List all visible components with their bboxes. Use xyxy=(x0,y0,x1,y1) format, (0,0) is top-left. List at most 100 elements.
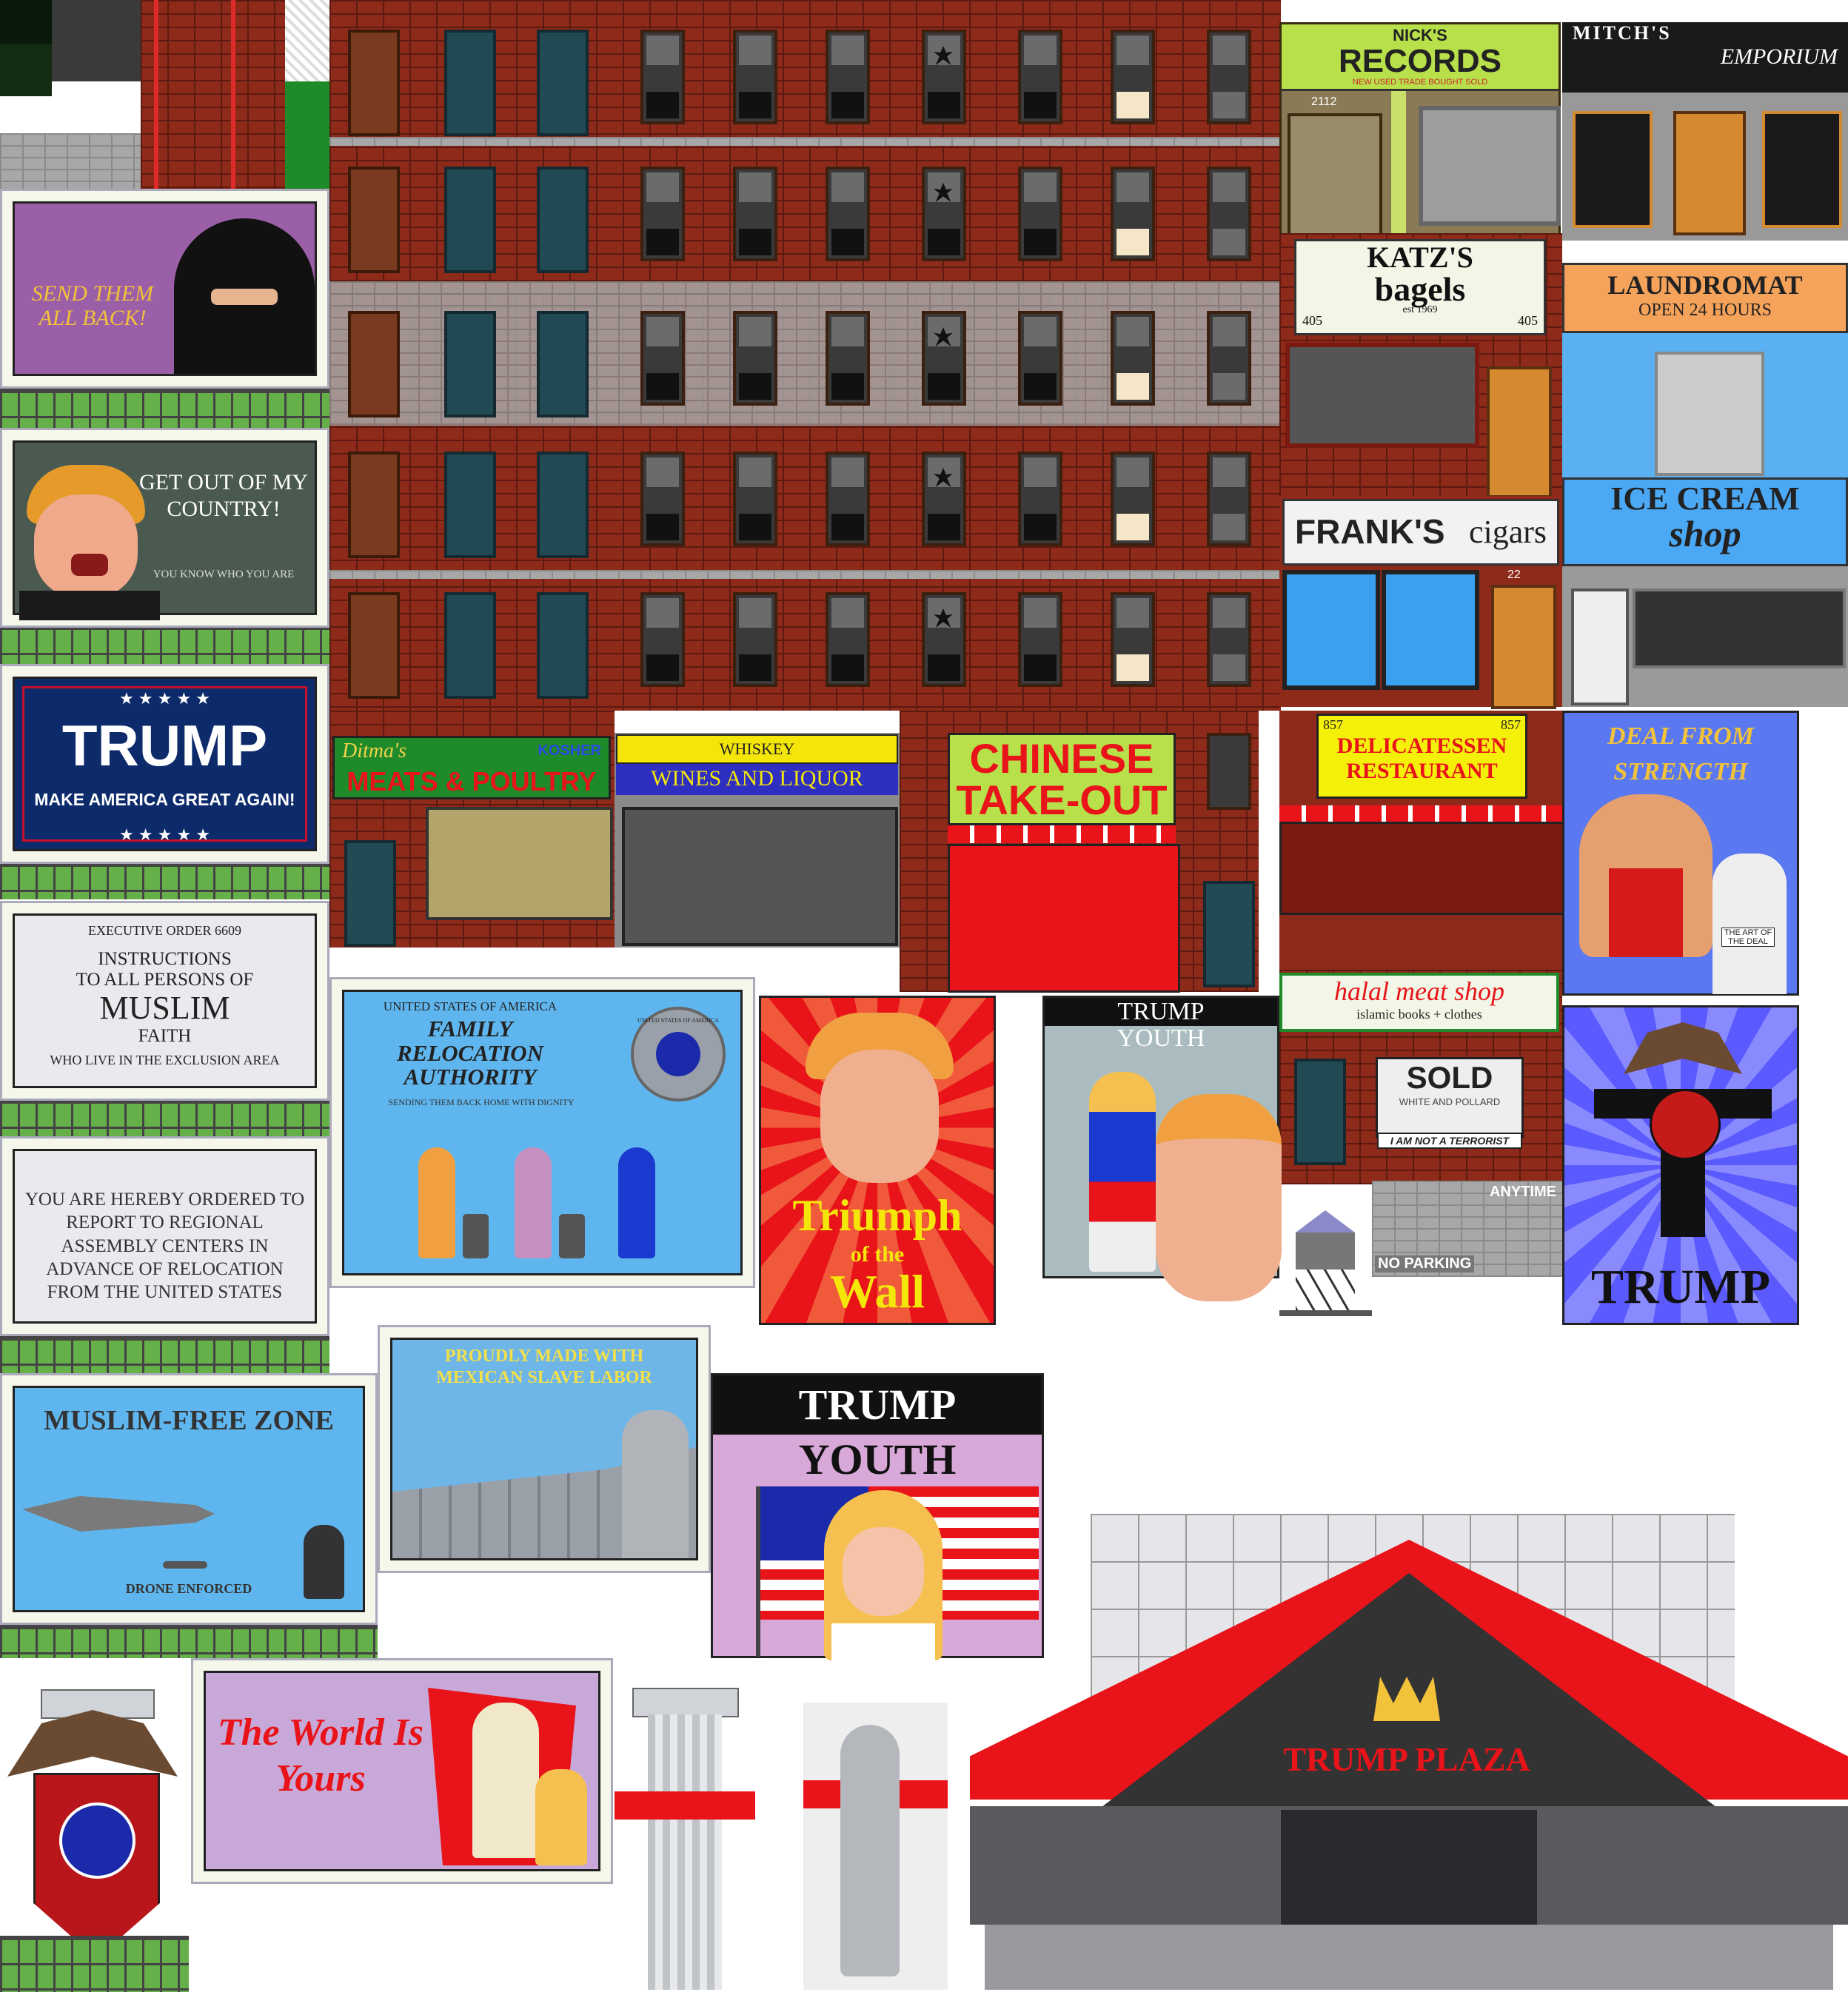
poster-family-relocation: UNITED STATES OF AMERICA FAMILY RELOCATI… xyxy=(329,977,755,1288)
tenement-window xyxy=(922,30,966,124)
plaza-plaza-floor xyxy=(985,1925,1833,1990)
upper-window xyxy=(1207,733,1251,810)
ice-cream-line2: shop xyxy=(1669,513,1741,554)
seal-text: UNITED STATES OF AMERICA xyxy=(637,1017,720,1024)
halal-sign: halal meat shop islamic books + clothes xyxy=(1279,973,1559,1032)
tile-dark-panel xyxy=(52,0,141,81)
order-line: FAITH xyxy=(138,1026,192,1047)
franks-number: 22 xyxy=(1507,569,1521,581)
nicks-window xyxy=(1419,106,1561,226)
reloc-title: FAMILY RELOCATION AUTHORITY xyxy=(396,1016,544,1090)
pillar-capital xyxy=(632,1688,739,1717)
tenement-window xyxy=(1018,311,1062,406)
mitchs-door xyxy=(1673,111,1746,235)
tenement-window xyxy=(733,311,777,406)
storefront-laundromat: LAUNDROMAT OPEN 24 HOURS xyxy=(1562,263,1848,477)
wines-top: WHISKEY xyxy=(616,734,898,764)
tenement-window xyxy=(922,452,966,546)
statue-figure xyxy=(840,1725,900,1976)
poster-text: SEND THEM ALL BACK! xyxy=(31,281,154,330)
plaza-name: TRUMP PLAZA xyxy=(1283,1740,1530,1778)
order-line: INSTRUCTIONS xyxy=(98,949,232,969)
order-muslim: MUSLIM xyxy=(99,990,230,1026)
tenement-door xyxy=(537,30,589,136)
trump-plaza: TRUMP PLAZA xyxy=(970,1514,1848,1990)
tenement-window xyxy=(1111,30,1155,124)
eagle-icon xyxy=(656,1032,700,1076)
poster-world-is-yours: The World Is Yours xyxy=(191,1658,613,1884)
tenement-window xyxy=(922,592,966,687)
tenement-window xyxy=(826,311,870,406)
tenement-window xyxy=(640,30,685,124)
poster-executive-order: EXECUTIVE ORDER 6609 INSTRUCTIONS TO ALL… xyxy=(0,901,329,1101)
sold-agent: WHITE AND POLLARD xyxy=(1399,1096,1501,1108)
man-in-suit-figure xyxy=(472,1703,539,1858)
column-tile xyxy=(615,1658,755,1990)
chinese-sign: CHINESE TAKE-OUT xyxy=(948,733,1176,825)
plaza-entrance xyxy=(1281,1810,1537,1925)
tenement-door xyxy=(348,311,400,417)
nicks-title: RECORDS xyxy=(1338,43,1502,79)
pillar-shaft xyxy=(648,1714,722,1990)
poster-send-them-back: SEND THEM ALL BACK! xyxy=(0,189,329,389)
ditmas-sign: Ditma's KOSHER MEATS & POULTRY xyxy=(332,736,611,799)
franks-window xyxy=(1382,570,1479,690)
tenement-window xyxy=(640,452,685,546)
world-text: The World Is Yours xyxy=(217,1711,424,1800)
laundromat-door xyxy=(1655,352,1764,476)
tenement-door xyxy=(444,311,496,417)
storefront-halal: halal meat shop islamic books + clothes … xyxy=(1279,970,1562,1192)
franks-window xyxy=(1282,570,1380,690)
ditmas-window xyxy=(426,807,613,920)
tile-brick-column xyxy=(141,0,285,189)
eagle-figure xyxy=(7,1710,178,1777)
missile-figure xyxy=(163,1561,207,1569)
poster-trump-youth-small: TRUMP YOUTH xyxy=(1042,996,1282,1301)
poster-small-text: YOU KNOW WHO YOU ARE xyxy=(153,569,295,580)
chinese-storefront xyxy=(948,844,1180,993)
nicks-name: NICK'S xyxy=(1393,26,1447,44)
katz-door xyxy=(1487,366,1552,498)
deli-line2: RESTAURANT xyxy=(1346,759,1498,783)
tenement-window xyxy=(922,311,966,406)
side-door xyxy=(1203,881,1255,987)
grey-band xyxy=(329,570,1281,579)
tenement-window xyxy=(1111,452,1155,546)
ice-cream-door xyxy=(1571,588,1629,705)
triumph-line3: Wall xyxy=(829,1265,925,1318)
mitchs-window xyxy=(1762,111,1842,228)
trump-title: TRUMP xyxy=(61,713,268,778)
red-orb xyxy=(1650,1089,1721,1160)
trump-head-figure xyxy=(806,1013,954,1183)
halal-subtitle: islamic books + clothes xyxy=(1356,1007,1482,1022)
labor-title: PROUDLY MADE WITH MEXICAN SLAVE LABOR xyxy=(436,1347,652,1387)
sold-title: SOLD xyxy=(1406,1060,1493,1095)
tenement-door xyxy=(537,167,589,273)
fence-strip xyxy=(0,1099,329,1136)
franks-door xyxy=(1491,585,1556,709)
poster-text: GET OUT OF MY COUNTRY! xyxy=(138,470,309,521)
mitchs-sign: MITCH'S EMPORIUM xyxy=(1562,22,1848,93)
tenement-window xyxy=(1207,30,1251,124)
tile-red-pole xyxy=(154,0,158,189)
poster-deal-from-strength: DEAL FROM STRENGTH THE ART OF THE DEAL xyxy=(1562,711,1799,996)
tenement-window xyxy=(1018,30,1062,124)
parking-anytime: ANYTIME xyxy=(1490,1184,1556,1200)
fence-strip xyxy=(0,1625,378,1658)
order-line: WHO LIVE IN THE EXCLUSION AREA xyxy=(50,1053,280,1068)
storefront-chinese-takeout: CHINESE TAKE-OUT xyxy=(900,711,1259,993)
tile-chainlink xyxy=(285,0,329,81)
tenement-door xyxy=(537,592,589,699)
red-stripe xyxy=(615,1791,755,1820)
ice-cream-sign: ICE CREAM shop xyxy=(1562,477,1848,566)
poster-slave-labor: PROUDLY MADE WITH MEXICAN SLAVE LABOR xyxy=(378,1325,711,1573)
tenement-door xyxy=(444,30,496,136)
tenement-window xyxy=(733,452,777,546)
halal-door xyxy=(1294,1059,1346,1165)
deli-storefront xyxy=(1279,822,1567,915)
tenement-window xyxy=(1111,311,1155,406)
tenement-window xyxy=(1018,592,1062,687)
grey-band xyxy=(329,137,1281,146)
storefront-mitchs-emporium: MITCH'S EMPORIUM xyxy=(1562,22,1848,241)
reloc-top: UNITED STATES OF AMERICA xyxy=(383,999,558,1013)
